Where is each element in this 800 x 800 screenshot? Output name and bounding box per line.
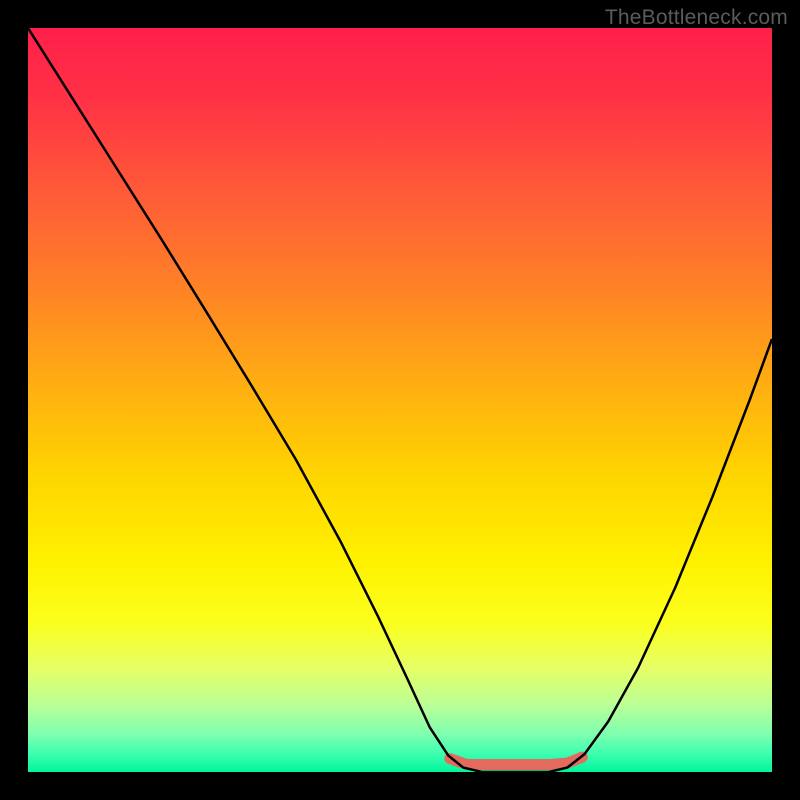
optimal-range-marker (450, 757, 582, 764)
watermark-text: TheBottleneck.com (605, 6, 788, 30)
plot-area (28, 28, 772, 772)
curve-layer (28, 28, 772, 772)
bottleneck-curve (28, 28, 772, 772)
